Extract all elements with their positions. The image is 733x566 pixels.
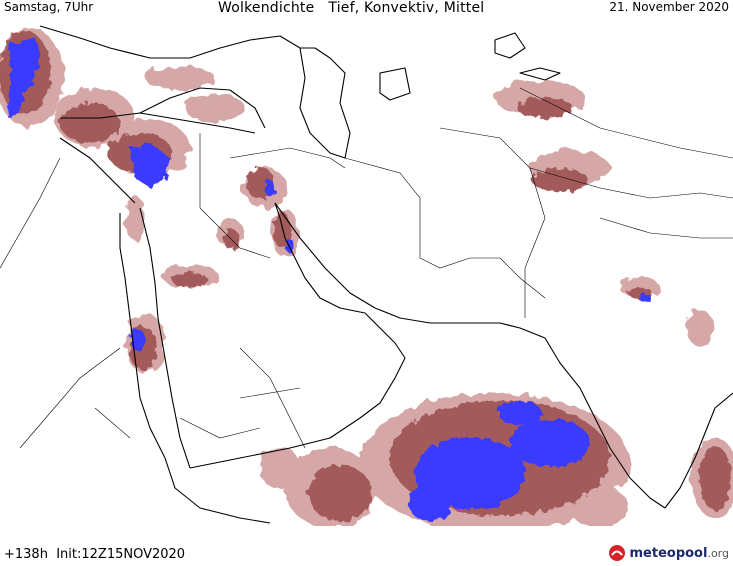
cloud-density-map (0, 25, 733, 526)
header-date-label: 21. November 2020 (609, 0, 729, 14)
cloud-layer-dense (8, 38, 651, 521)
meteopool-logo[interactable]: meteopool.org (608, 544, 730, 562)
header-time-label: Samstag, 7Uhr (4, 0, 94, 14)
cloud-layer-light (0, 28, 733, 526)
country-borders (0, 87, 733, 449)
coastlines (39, 25, 733, 524)
forecast-init-label: +138h Init:12Z15NOV2020 (4, 547, 186, 562)
map-title: Wolkendichte Tief, Konvektiv, Mittel (218, 0, 485, 16)
meteopool-logo-icon (608, 545, 625, 561)
brand-text: meteopool.org (629, 545, 730, 561)
